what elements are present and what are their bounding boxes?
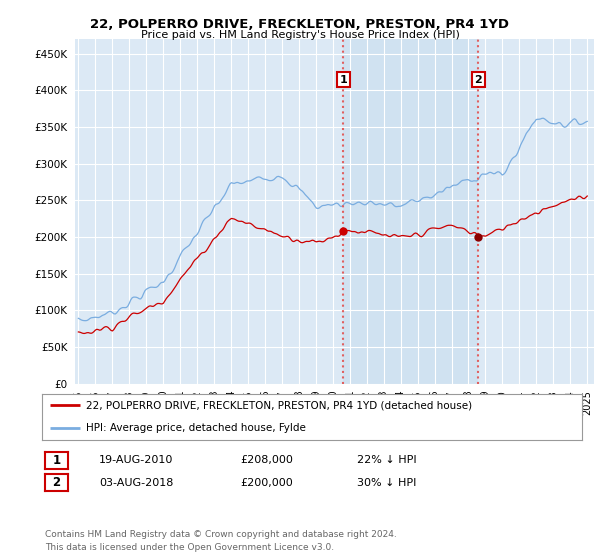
Text: Price paid vs. HM Land Registry's House Price Index (HPI): Price paid vs. HM Land Registry's House …: [140, 30, 460, 40]
Text: 19-AUG-2010: 19-AUG-2010: [99, 455, 173, 465]
Text: 30% ↓ HPI: 30% ↓ HPI: [357, 478, 416, 488]
Text: 2: 2: [52, 476, 61, 489]
Text: HPI: Average price, detached house, Fylde: HPI: Average price, detached house, Fyld…: [86, 423, 306, 433]
Text: 22% ↓ HPI: 22% ↓ HPI: [357, 455, 416, 465]
Text: 1: 1: [52, 454, 61, 467]
Text: 2: 2: [475, 74, 482, 85]
Text: £200,000: £200,000: [240, 478, 293, 488]
Text: £208,000: £208,000: [240, 455, 293, 465]
Text: 22, POLPERRO DRIVE, FRECKLETON, PRESTON, PR4 1YD (detached house): 22, POLPERRO DRIVE, FRECKLETON, PRESTON,…: [86, 400, 472, 410]
Text: Contains HM Land Registry data © Crown copyright and database right 2024.
This d: Contains HM Land Registry data © Crown c…: [45, 530, 397, 552]
Text: 1: 1: [340, 74, 347, 85]
Text: 03-AUG-2018: 03-AUG-2018: [99, 478, 173, 488]
Text: 22, POLPERRO DRIVE, FRECKLETON, PRESTON, PR4 1YD: 22, POLPERRO DRIVE, FRECKLETON, PRESTON,…: [91, 17, 509, 31]
Bar: [343, 39, 478, 384]
